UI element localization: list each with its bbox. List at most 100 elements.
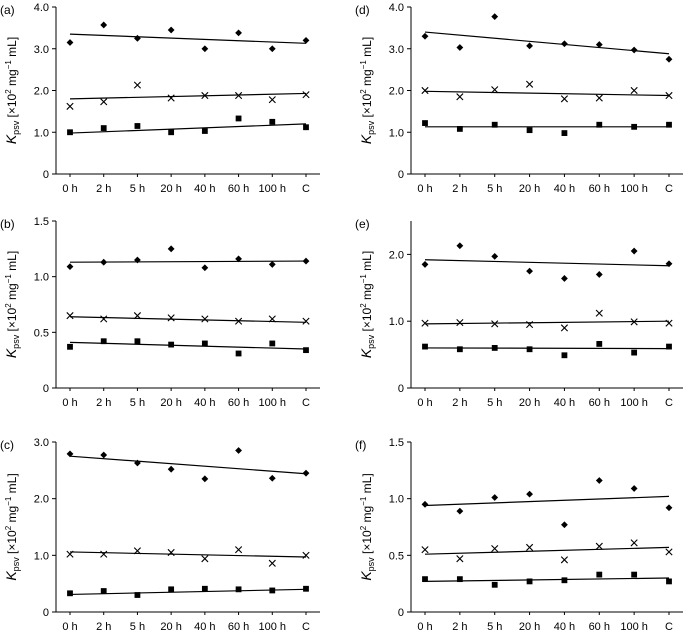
panel-e: 0 1.0 2.0 0 h 2 h 5 h 20 h 40 h 60 h 100 h C (e) Kps… <box>355 217 683 409</box>
series-diamond <box>66 245 310 272</box>
x-tick-label: 20 h <box>519 621 540 633</box>
data-point-cross <box>234 317 243 325</box>
data-point-square <box>134 338 141 345</box>
series-cross <box>66 81 310 110</box>
y-tick-label: 0 <box>398 383 404 395</box>
data-point-square <box>631 571 638 578</box>
data-point-square <box>100 338 107 345</box>
data-point-cross <box>66 102 74 110</box>
y-axis-title-part: K <box>3 134 19 144</box>
series-square <box>422 571 672 588</box>
y-axis-title: Kpsv [×102 mg−1 mL] <box>3 37 21 144</box>
data-point-cross <box>133 81 142 89</box>
x-tick-label: 40 h <box>194 397 215 409</box>
panel-label: (e) <box>355 217 370 231</box>
x-tick-label: 40 h <box>194 621 215 633</box>
data-point-square <box>422 576 428 583</box>
panel-d: 0 1.0 2.0 3.0 4.0 0 h 2 h 5 h 20 h 40 h 60 h 100 h C… <box>355 2 683 195</box>
data-point-cross <box>491 320 499 328</box>
y-tick-label: 3.0 <box>389 44 404 56</box>
data-point-cross <box>595 94 603 102</box>
data-point-square <box>631 349 638 356</box>
y-axis-title-part: 2 <box>359 525 368 530</box>
y-axis-title-part: psv <box>11 557 21 572</box>
data-point-square <box>235 115 242 122</box>
x-tick-label: 40 h <box>554 397 575 409</box>
series-cross <box>421 309 673 332</box>
data-point-square <box>422 120 428 126</box>
x-tick-label: C <box>665 621 673 633</box>
data-point-square <box>491 581 498 588</box>
data-point-diamond <box>66 450 74 458</box>
data-point-diamond <box>595 271 603 278</box>
y-axis-title-part: 2 <box>359 89 368 94</box>
y-axis-title: Kpsv [×102 mg−1 mL] <box>358 251 376 358</box>
data-point-square <box>561 577 568 584</box>
data-point-square <box>67 129 73 136</box>
y-tick-label: 3.0 <box>34 44 49 56</box>
data-point-diamond <box>268 474 276 482</box>
data-point-cross <box>456 318 464 327</box>
x-tick-label: 5 h <box>130 621 145 633</box>
data-point-square <box>201 340 208 347</box>
panel-label: (f) <box>355 438 366 452</box>
y-axis-title-part: K <box>3 348 19 358</box>
data-point-cross <box>100 550 108 558</box>
data-point-square <box>168 129 175 136</box>
x-tick-label: 60 h <box>589 183 610 195</box>
y-axis-title-part: mL] <box>5 251 19 274</box>
data-point-diamond <box>66 39 74 46</box>
series-square <box>67 338 309 357</box>
data-point-square <box>596 121 603 128</box>
x-tick-label: 60 h <box>228 397 249 409</box>
x-tick-label: 0 h <box>62 621 77 633</box>
data-point-cross <box>630 539 638 547</box>
x-tick-label: 60 h <box>228 183 249 195</box>
data-point-cross <box>456 93 464 101</box>
data-point-diamond <box>167 245 175 253</box>
y-axis-title-part: psv <box>366 120 376 135</box>
data-point-cross <box>665 91 673 100</box>
data-point-square <box>67 343 73 350</box>
x-tick-label: 100 h <box>259 397 287 409</box>
y-tick-label: 1.0 <box>389 316 404 328</box>
data-point-square <box>526 578 533 585</box>
trend-line <box>69 316 307 323</box>
data-point-square <box>456 576 463 583</box>
y-tick-label: 0 <box>398 607 404 619</box>
data-point-square <box>491 121 498 128</box>
data-point-square <box>303 347 309 354</box>
data-point-diamond <box>201 45 209 53</box>
data-point-diamond <box>526 267 533 275</box>
y-axis-title-part: mg <box>5 506 19 526</box>
data-point-diamond <box>268 45 276 53</box>
data-point-square <box>596 341 603 347</box>
data-point-square <box>235 586 242 593</box>
y-tick-label: 1.0 <box>389 494 404 506</box>
x-tick-label: 40 h <box>194 183 215 195</box>
x-tick-label: C <box>665 397 673 409</box>
data-point-cross <box>665 548 673 556</box>
data-point-cross <box>630 318 638 326</box>
y-axis-title-part: 2 <box>359 303 368 308</box>
data-point-square <box>201 585 208 592</box>
data-point-diamond <box>235 29 242 37</box>
series-diamond <box>421 13 673 63</box>
x-tick-label: C <box>302 183 310 195</box>
x-tick-label: 0 h <box>417 397 432 409</box>
data-point-diamond <box>302 37 310 44</box>
x-tick-label: 60 h <box>589 397 610 409</box>
data-point-square <box>561 352 568 359</box>
trend-line <box>424 347 670 350</box>
x-tick-label: 100 h <box>259 183 287 195</box>
y-axis-title-part: −1 <box>4 274 13 284</box>
series-diamond <box>421 242 673 282</box>
data-point-diamond <box>421 32 429 40</box>
data-point-square <box>269 118 276 125</box>
trend-line <box>424 31 670 55</box>
data-point-cross <box>201 91 209 100</box>
data-point-diamond <box>561 521 568 529</box>
panel-label: (c) <box>0 438 14 452</box>
trend-line <box>69 588 307 596</box>
